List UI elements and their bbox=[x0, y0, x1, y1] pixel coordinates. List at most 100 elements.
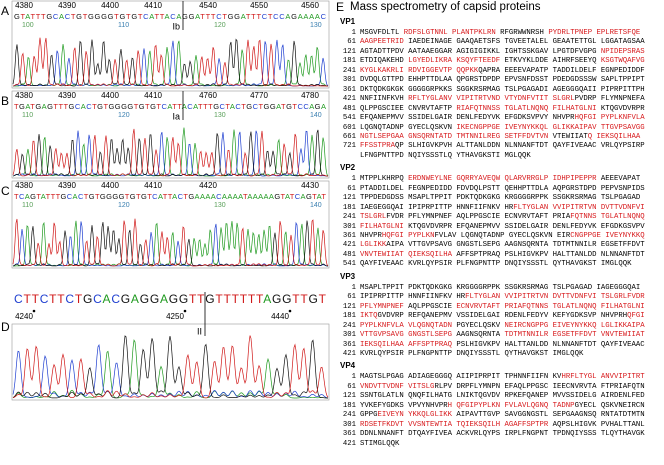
position-label: 4400 bbox=[101, 181, 119, 190]
trace-number: 100 bbox=[22, 22, 34, 29]
residue-number: 181 bbox=[342, 312, 356, 321]
panel-frame bbox=[11, 323, 330, 401]
sequence-segment: PGYECLQSKV bbox=[451, 321, 505, 330]
position-label: 4410 bbox=[144, 91, 162, 100]
sequence-row: 181 YVKEFYGDKS VPVYNHVPRH QFGIPYPLKN FVLA… bbox=[336, 402, 645, 411]
detected-peptide: FFSSTPRA bbox=[360, 142, 396, 151]
panel-frame bbox=[11, 180, 330, 269]
sequence-segment: MAGTSLPGAG ADIAGEGGGQ AIIPIPRPIT TPHNNFI… bbox=[360, 373, 562, 382]
detected-peptide: LGLIKK bbox=[360, 241, 387, 250]
sequence-segment: STIMGLQQK bbox=[360, 439, 400, 448]
detected-peptide: NGTLSEPGAA GNSQRNTATD TMTNNILREG SETFFDV… bbox=[360, 132, 549, 141]
protein-name: VP1 bbox=[340, 17, 356, 26]
sequence-row: 421 KVRLQYPSIR PLFNGPNTTP DNQIYSSSTL QYTH… bbox=[336, 350, 583, 359]
sequence-row: 241 TSLGRLFVDR PFLYMNPNEF AQLPPGSCIE ECNV… bbox=[336, 213, 645, 222]
detected-peptide: LGYEDLIKRA KSQYFTEEDF bbox=[408, 57, 501, 66]
detected-peptide: HQFGI PYPLKN bbox=[381, 232, 435, 240]
sequence-segment: IAEGEGGQAI IPIPRPITTP HNNFIIFNKV HR bbox=[360, 203, 514, 212]
residue-number: 661 bbox=[342, 132, 356, 141]
sequence-segment: IPIPRPITTP HNNFIINFKV HR bbox=[360, 293, 466, 302]
base-calls: CTTCTTCTGCACGAGGAGGTTGTTTTTTAGGTTGT bbox=[14, 292, 327, 306]
trace bbox=[12, 335, 328, 399]
trace-number: 120 bbox=[118, 202, 130, 209]
detected-peptide: VNDVTTVDNF VITSLG bbox=[360, 382, 435, 391]
panel-label: A bbox=[1, 4, 9, 18]
sequence-row: 421 STIMGLQQK bbox=[336, 439, 400, 449]
residue-number: 241 bbox=[342, 411, 356, 420]
junction-label: Ib bbox=[172, 21, 180, 31]
detected-peptide: VTTGVPSAVG GNGSTLSEPG bbox=[360, 331, 452, 340]
detected-peptide: TDTMTNNILR EGSETFFDVT VNVTEWIIAT bbox=[504, 331, 645, 340]
panel-e: E Mass spectrometry of capsid proteins V… bbox=[336, 0, 664, 465]
sequence-row: 421 LGLIKKAIPA VTTGVPSAVG GNGSTLSEPG AAGN… bbox=[336, 241, 645, 250]
sequence-segment: PSLHIGVKPV HALTTANLDD NLNNANFTDT QAYFIVE… bbox=[451, 340, 645, 349]
sequence-segment: QAPRA EEEEVAPATP TADDILDELF EGNPEDIDDF bbox=[478, 66, 645, 75]
sequence-segment: AEEEVAPAT bbox=[596, 175, 641, 184]
sequence-segment: LQGNQTADNP GYECLQSKVN bbox=[360, 123, 457, 132]
sequence-segment: LFNGPNTTPD NQIYSSSTLQ YTHAVGKSTI MGLQQK bbox=[360, 151, 531, 160]
residue-number: 61 bbox=[347, 38, 356, 47]
sequence-segment: ETDIQAKEHD bbox=[360, 57, 409, 66]
trace bbox=[12, 129, 328, 177]
sequence-segment: NHVPR bbox=[360, 232, 382, 240]
position-label: 4560 bbox=[301, 1, 319, 10]
sequence-segment: FVLAV LQGNQTADNP GYECLQSKVN EIR bbox=[434, 232, 571, 240]
sequence-row: 1 MSGVFDLTL RDFSLGTNNL PLANTPKLRN RFGRWWN… bbox=[336, 29, 641, 38]
sequence-row: 121 TPPDEDGDSS MSAPLTPPIT PDKTQDKGKG KRGG… bbox=[336, 194, 640, 203]
panel-label: E bbox=[336, 0, 345, 14]
sequence-segment: TPPDEDGDSS MSAPLTPPIT PDKTQDKGKG KRGGGGR… bbox=[360, 194, 641, 203]
residue-number: 121 bbox=[342, 392, 356, 401]
trace-number: 120 bbox=[214, 22, 226, 29]
trace-number: 140 bbox=[310, 202, 322, 209]
panel-frame bbox=[11, 90, 330, 179]
panel-label: C bbox=[1, 184, 10, 198]
sequence-row: 181 ETDIQAKEHD LGYEDLIKRA KSQYFTEEDF ETKV… bbox=[336, 57, 645, 66]
detected-peptide: AAGPEETRID bbox=[360, 38, 404, 47]
position-label: 4410 bbox=[144, 181, 162, 190]
detected-peptide: HRFLTYGL ANVVIPITRT bbox=[561, 373, 645, 382]
detected-peptide: PYDRLTPNEP EPLRETSFQE bbox=[548, 29, 641, 37]
sequence-row: 1 MAGTSLPGAG ADIAGEGGGQ AIIPIPRPIT TPHNNF… bbox=[336, 373, 645, 382]
sequence-segment: KTQGVDVRPR bbox=[596, 104, 645, 113]
trace bbox=[12, 218, 329, 267]
sequence-segment: AGTADTTPDV AATAAEGGAR AGIGIGIKKL IGHTSSK… bbox=[360, 47, 601, 56]
residue-number: 481 bbox=[342, 250, 356, 259]
residue-number: 361 bbox=[342, 340, 356, 349]
chromatograms: A 4380 4390 4400 4410 4540 4550 4560 GTATTTGCACT… bbox=[1, 0, 330, 401]
sequence-segment: PTADDILDEL FEGNPEDIDD FDVDQLPSTT QEHHPTT… bbox=[360, 184, 645, 193]
sequence-segment: AAGNSQRNTA bbox=[451, 331, 505, 340]
trace-number: 110 bbox=[22, 202, 33, 209]
trace bbox=[12, 130, 328, 177]
sequence-segment: GVDVRP REFQANEPMV VSSIDELGAI RDENLFEDYV … bbox=[377, 312, 628, 321]
residue-number: 61 bbox=[347, 293, 356, 302]
sequence-segment: FVDR PFLYMNPNEF AQLPPGSCIE ECNVRVTAFT PR… bbox=[386, 213, 571, 222]
trace bbox=[12, 39, 329, 87]
detected-peptide: PYPLKNFVLA VLQGNQTADN bbox=[360, 321, 452, 330]
sequence-segment: MSGVFDLTL bbox=[360, 29, 404, 37]
sequence-row: 61 VNDVTTVDNF VITSLGRLPV DRPFLYMNPN EFAQL… bbox=[336, 382, 644, 392]
detected-peptide: H QFGIPYPLKN FVLAVLQGNQ TADNP bbox=[447, 401, 575, 410]
residue-number: 241 bbox=[342, 66, 356, 75]
sequence-row: 361 IEKSQILHAA AFFSPTPRAQ PSLHIGVKPV HALT… bbox=[336, 341, 645, 350]
position-label: 4380 bbox=[15, 1, 33, 10]
junction-label: Ia bbox=[172, 111, 180, 121]
residue-number: 1 bbox=[351, 29, 356, 37]
sequence-segment: IAEDEINAGE GAAQAETSFS TGVEETALEL GEAATET… bbox=[403, 38, 645, 47]
protein-name: VP4 bbox=[340, 361, 356, 371]
position-label: 4540 bbox=[199, 1, 217, 10]
sequence-row: 301 DVDQLGTTPD EHHPTTDLAA QPGRSTDPDP EPVS… bbox=[336, 76, 645, 85]
sequence-segment: DKTQDKGKGK GGGGGRPKKS SGGKRSRMAG TSLPGAG… bbox=[360, 85, 645, 94]
detected-peptide: NEIRCNGPPG EIVEYNYKKQ LGLIKKAIPA bbox=[504, 321, 645, 330]
sequence-row: 241 GPPGEIVEYN YKKQLGLIKK AIPAVTTGVP SAVG… bbox=[336, 411, 645, 420]
residue-number: 301 bbox=[342, 331, 356, 340]
position-dot bbox=[32, 309, 36, 313]
sequence-segment: DDNLNNANFT DTQAYFIVEA ACKVRLQYPS IRPLFNG… bbox=[360, 430, 645, 439]
panel-label: B bbox=[1, 94, 9, 108]
sequence-segment: QAYFIVEAAC KVRLQYPSIR PLFNGPNTTP DNQIYSS… bbox=[360, 260, 632, 269]
residue-number: 181 bbox=[342, 401, 356, 410]
residue-number: 1 bbox=[351, 283, 356, 292]
protein-name: VP2 bbox=[340, 163, 356, 173]
residue-number: 61 bbox=[347, 382, 356, 391]
panel-frame bbox=[11, 0, 330, 89]
residue-number: 541 bbox=[342, 260, 356, 269]
